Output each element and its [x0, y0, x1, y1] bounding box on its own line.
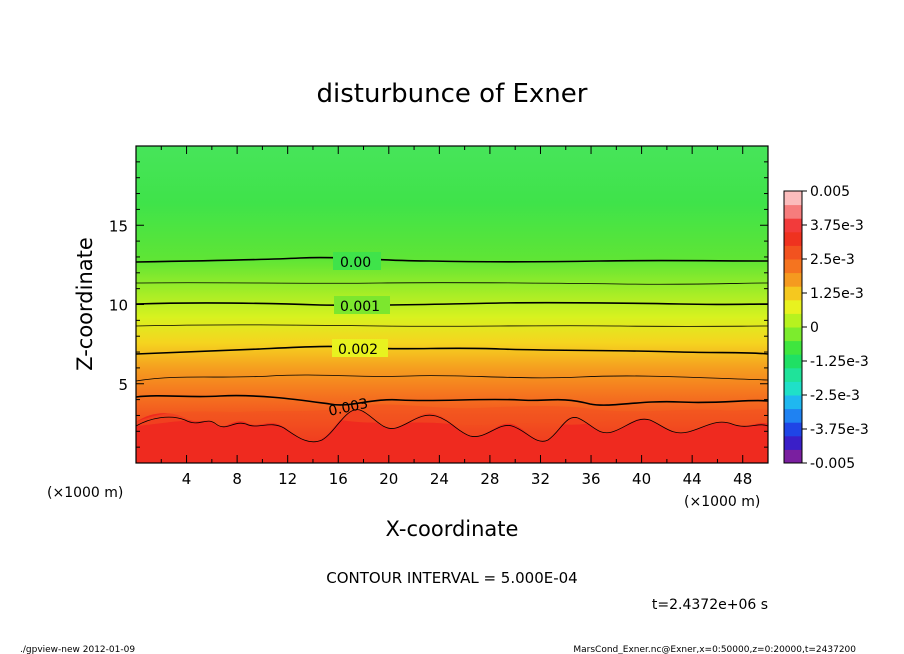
x-unit-left: (×1000 m): [47, 485, 123, 501]
contour-label-0.001: 0.001: [340, 299, 380, 315]
time-stamp: t=2.4372e+06 s: [652, 597, 768, 613]
colorbar-label: -3.75e-3: [810, 422, 869, 438]
colorbar-label: 0.005: [810, 184, 850, 200]
colorbar-cell: [784, 435, 802, 450]
y-axis-ticks: [136, 161, 768, 448]
colorbar-cells: [784, 191, 802, 464]
colorbar-cell: [784, 286, 802, 301]
contour-lines: [136, 256, 768, 443]
x-tick-label: 16: [329, 470, 348, 488]
contour-line-0.001: [136, 301, 768, 307]
footer-right: MarsCond_Exner.nc@Exner,x=0:50000,z=0:20…: [573, 645, 856, 654]
contour-interval-note: CONTOUR INTERVAL = 5.000E-04: [326, 569, 577, 587]
plot-area: 0.00 0.001 0.002 0.003: [136, 146, 768, 463]
colorbar-cell: [784, 354, 802, 369]
colorbar-cell: [784, 272, 802, 287]
colorbar-cell: [784, 299, 802, 314]
colorbar-cell: [784, 313, 802, 328]
y-tick-label: 15: [109, 217, 128, 235]
x-axis-ticks: [160, 146, 744, 463]
colorbar-cell: [784, 408, 802, 423]
colorbar-cell: [784, 259, 802, 274]
x-tick-label: 40: [632, 470, 651, 488]
colorbar-cell: [784, 422, 802, 437]
contour-labels: 0.00 0.001 0.002 0.003: [327, 252, 390, 420]
y-axis-label: Z-coordinate: [73, 237, 97, 371]
colorbar-label: 0: [810, 320, 819, 336]
y-tick-label: 5: [118, 376, 128, 394]
x-tick-label: 32: [531, 470, 550, 488]
colorbar-label: -0.005: [810, 456, 855, 472]
contour-line-0.003: [136, 394, 768, 406]
colorbar-labels: 0.005 3.75e-3 2.5e-3 1.25e-3 0 -1.25e-3 -2.5e-…: [810, 184, 869, 472]
contour-line-thin-3: [136, 374, 768, 382]
contour-label-0.000: 0.00: [340, 255, 371, 271]
x-tick-label: 8: [232, 470, 242, 488]
colorbar-cell: [784, 381, 802, 396]
contour-line-thin-2: [136, 324, 768, 327]
colorbar-cell: [784, 218, 802, 233]
x-tick-label: 36: [581, 470, 600, 488]
orange-band-region: [136, 404, 768, 426]
colorbar-cell: [784, 191, 802, 206]
footer-left: ./gpview-new 2012-01-09: [20, 645, 135, 654]
colorbar-cell: [784, 231, 802, 246]
x-unit-right: (×1000 m): [684, 494, 760, 510]
colorbar-cell: [784, 327, 802, 342]
y-tick-label: 10: [109, 297, 128, 315]
x-tick-label: 12: [278, 470, 297, 488]
contour-line-thin-4: [136, 409, 768, 443]
chart-title: disturbunce of Exner: [317, 79, 588, 109]
colorbar-cell: [784, 367, 802, 382]
y-axis-tick-labels: 5 10 15: [109, 217, 128, 394]
colorbar-cell: [784, 449, 802, 464]
colorbar-label: 3.75e-3: [810, 218, 864, 234]
colorbar-label: -2.5e-3: [810, 388, 860, 404]
colorbar-label: 1.25e-3: [810, 286, 864, 302]
x-tick-label: 44: [683, 470, 702, 488]
contour-line-thin-1: [136, 282, 768, 285]
colorbar-cell: [784, 395, 802, 410]
colorbar-cell: [784, 340, 802, 355]
x-tick-label: 4: [182, 470, 192, 488]
x-tick-label: 20: [379, 470, 398, 488]
x-axis-label: X-coordinate: [386, 517, 519, 541]
x-tick-label: 24: [430, 470, 449, 488]
x-tick-label: 28: [480, 470, 499, 488]
contour-line-0.002: [136, 345, 768, 355]
colorbar-label: 2.5e-3: [810, 252, 855, 268]
colorbar-label: -1.25e-3: [810, 354, 869, 370]
x-axis-tick-labels: 4 8 12 16 20 24 28 32 36 40 44 48: [182, 470, 752, 488]
contour-line-0.000: [136, 256, 768, 263]
colorbar-ticks: [802, 190, 807, 464]
colorbar-cell: [784, 204, 802, 219]
contour-label-0.002: 0.002: [338, 342, 378, 358]
colorbar-cell: [784, 245, 802, 260]
red-core-region: [136, 409, 768, 463]
x-tick-label: 48: [733, 470, 752, 488]
colorbar: 0.005 3.75e-3 2.5e-3 1.25e-3 0 -1.25e-3 -2.5e-…: [783, 184, 869, 472]
